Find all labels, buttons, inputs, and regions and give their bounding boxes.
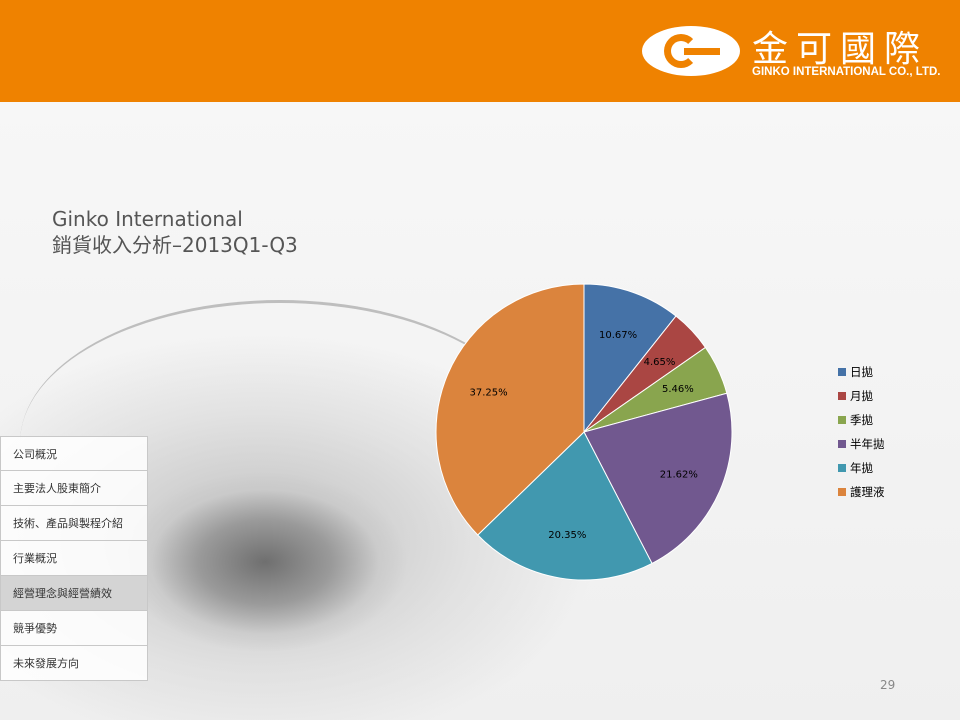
legend-entry: 日拋 [838,360,938,384]
legend-label: 護理液 [850,485,885,499]
legend-entry: 季拋 [838,408,938,432]
pie-data-label: 5.46% [662,384,694,395]
pie-slice [435,283,585,536]
legend-entry: 月拋 [838,384,938,408]
company-name-en: GINKO INTERNATIONAL CO., LTD. [752,66,941,78]
pie-data-label: 10.67% [599,330,637,341]
legend-swatch [838,416,846,424]
legend-swatch [838,440,846,448]
legend-label: 季拋 [850,413,873,427]
nav-item[interactable]: 行業概況 [0,541,148,576]
nav-item[interactable]: 經營理念與經營績效 [0,576,148,611]
pie-slice [583,392,733,565]
chart-title: Ginko International [52,207,243,231]
nav-item[interactable]: 技術、產品與製程介紹 [0,506,148,541]
pie-data-label: 21.62% [660,470,698,481]
legend-label: 年拋 [850,461,873,475]
chart-subtitle: 銷貨收入分析–2013Q1-Q3 [52,233,298,257]
section-nav: 公司概況 主要法人股東簡介 技術、產品與製程介紹 行業概況 經營理念與經營績效 競爭優勢未… [0,436,148,681]
legend-entry: 護理液 [838,480,938,504]
slide-title: Ginko International 銷貨收入分析–2013Q1-Q3 [52,206,412,258]
pie-slice [583,283,677,434]
legend-swatch [838,488,846,496]
chart-legend: 日拋月拋季拋半年拋年拋護理液 [838,360,938,504]
legend-entry: 年拋 [838,456,938,480]
eyelash-decoration [20,300,540,443]
legend-label: 月拋 [850,389,873,403]
pie-slice [477,431,653,581]
nav-item[interactable]: 公司概況 [0,436,148,471]
page-number: 29 [880,678,896,692]
pie-data-label: 4.65% [644,357,676,368]
legend-swatch [838,464,846,472]
company-name-cn: 金可國際 [752,29,929,70]
legend-entry: 半年拋 [838,432,938,456]
pie-data-label: 20.35% [548,530,586,541]
header-bar: 金可國際 GINKO INTERNATIONAL CO., LTD. [0,0,960,102]
legend-swatch [838,392,846,400]
legend-label: 半年拋 [850,437,885,451]
legend-swatch [838,368,846,376]
nav-item[interactable]: 未來發展方向 [0,646,148,681]
ginko-c-logo-icon [642,26,740,76]
nav-item[interactable]: 主要法人股東簡介 [0,471,148,506]
nav-item[interactable]: 競爭優勢 [0,611,148,646]
pie-data-label: 37.25% [470,388,508,399]
legend-label: 日拋 [850,365,873,379]
